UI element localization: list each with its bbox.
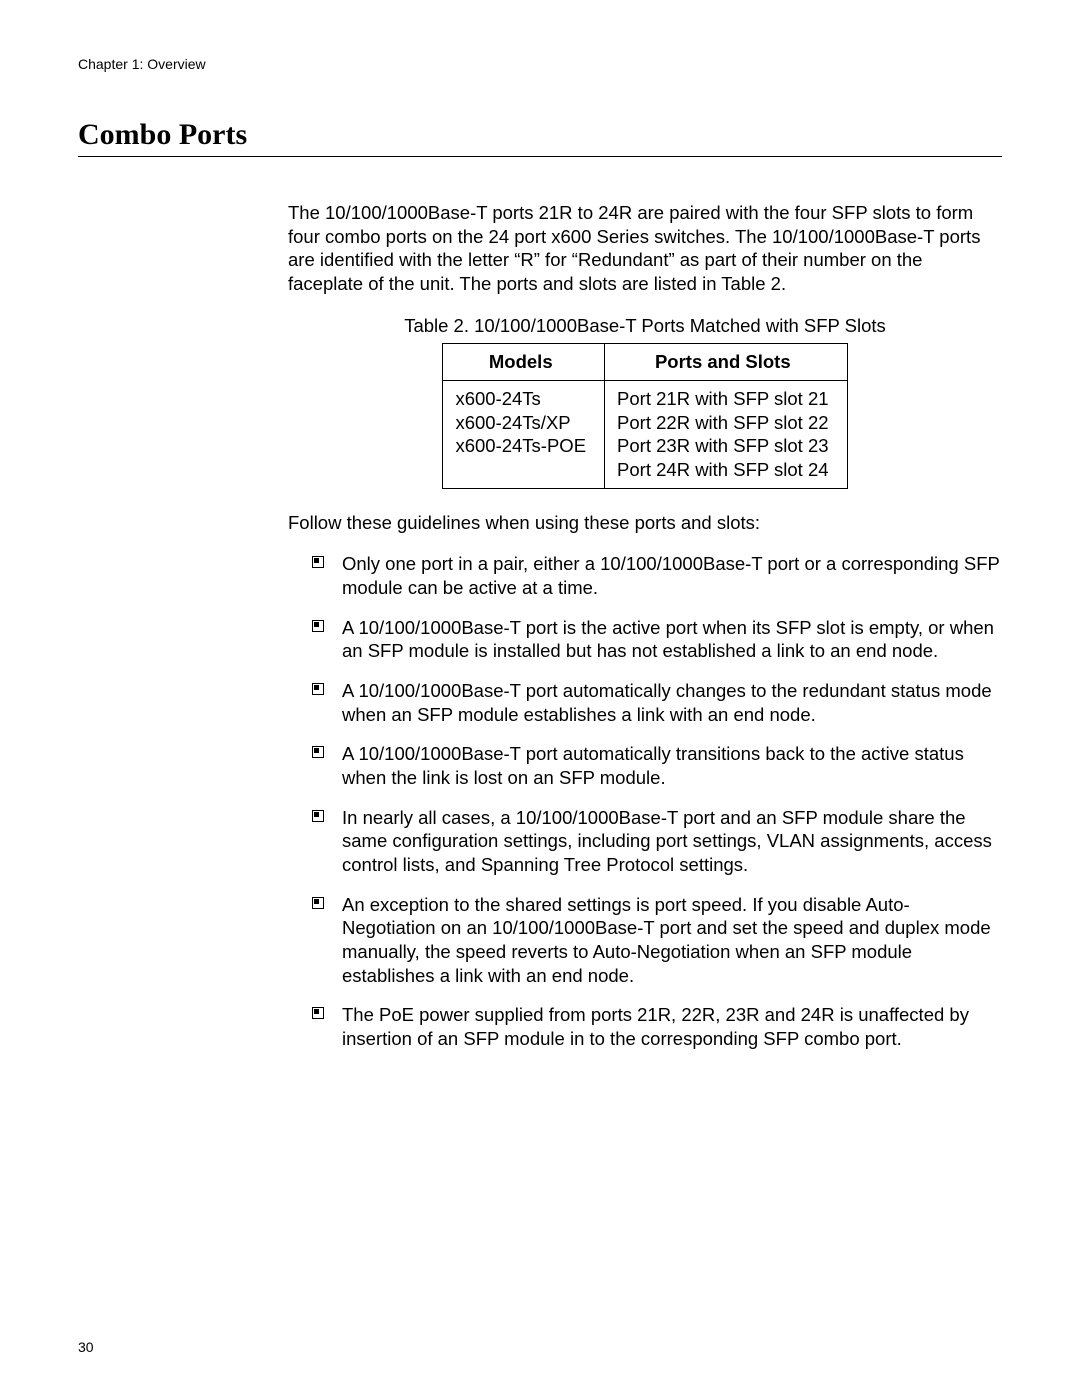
guidelines-list: Only one port in a pair, either a 10/100… [312, 552, 1002, 1050]
bullet-icon [312, 620, 324, 632]
list-item-text: Only one port in a pair, either a 10/100… [342, 553, 1000, 598]
list-item: The PoE power supplied from ports 21R, 2… [312, 1003, 1002, 1050]
table-cell-ports: Port 21R with SFP slot 21 Port 22R with … [605, 381, 847, 489]
table-cell-models: x600-24Ts x600-24Ts/XP x600-24Ts-POE [443, 381, 605, 489]
port-line: Port 22R with SFP slot 22 [617, 411, 828, 435]
chapter-label: Chapter 1: Overview [78, 56, 1002, 72]
list-item: In nearly all cases, a 10/100/1000Base-T… [312, 806, 1002, 877]
page-number: 30 [78, 1339, 94, 1355]
bullet-icon [312, 683, 324, 695]
table-caption: Table 2. 10/100/1000Base-T Ports Matched… [288, 314, 1002, 338]
list-item: Only one port in a pair, either a 10/100… [312, 552, 1002, 599]
table-header-row: Models Ports and Slots [443, 344, 847, 381]
list-item-text: A 10/100/1000Base-T port is the active p… [342, 617, 994, 662]
list-item: A 10/100/1000Base-T port automatically t… [312, 742, 1002, 789]
list-item-text: An exception to the shared settings is p… [342, 894, 991, 986]
table-header-ports: Ports and Slots [605, 344, 847, 381]
port-line: Port 21R with SFP slot 21 [617, 387, 828, 411]
port-line: Port 23R with SFP slot 23 [617, 434, 828, 458]
bullet-icon [312, 556, 324, 568]
bullet-icon [312, 897, 324, 909]
intro-paragraph: The 10/100/1000Base-T ports 21R to 24R a… [288, 201, 1002, 296]
bullet-icon [312, 810, 324, 822]
ports-table: Models Ports and Slots x600-24Ts x600-24… [442, 343, 847, 488]
list-item-text: A 10/100/1000Base-T port automatically t… [342, 743, 964, 788]
guidelines-intro: Follow these guidelines when using these… [288, 511, 1002, 535]
model-line: x600-24Ts-POE [455, 434, 586, 458]
model-line: x600-24Ts/XP [455, 411, 586, 435]
content-area: The 10/100/1000Base-T ports 21R to 24R a… [288, 201, 1002, 1051]
list-item: An exception to the shared settings is p… [312, 893, 1002, 988]
port-line: Port 24R with SFP slot 24 [617, 458, 828, 482]
bullet-icon [312, 1007, 324, 1019]
model-line: x600-24Ts [455, 387, 586, 411]
bullet-icon [312, 746, 324, 758]
list-item-text: The PoE power supplied from ports 21R, 2… [342, 1004, 969, 1049]
list-item-text: A 10/100/1000Base-T port automatically c… [342, 680, 992, 725]
list-item-text: In nearly all cases, a 10/100/1000Base-T… [342, 807, 992, 875]
section-title: Combo Ports [78, 118, 1002, 157]
list-item: A 10/100/1000Base-T port automatically c… [312, 679, 1002, 726]
list-item: A 10/100/1000Base-T port is the active p… [312, 616, 1002, 663]
table-header-models: Models [443, 344, 605, 381]
page: Chapter 1: Overview Combo Ports The 10/1… [0, 0, 1080, 1397]
table-row: x600-24Ts x600-24Ts/XP x600-24Ts-POE Por… [443, 381, 847, 489]
